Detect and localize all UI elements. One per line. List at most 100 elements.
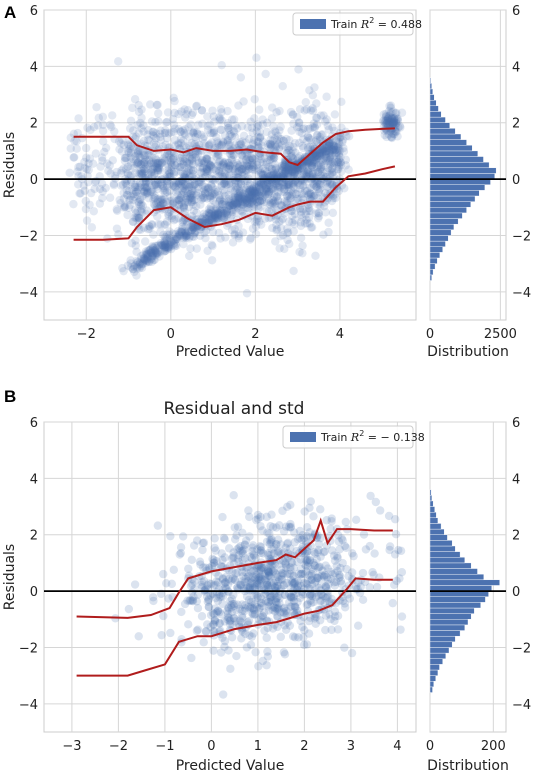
panel-b-scatter-point	[286, 602, 295, 611]
panel-b-scatter-point	[254, 662, 263, 671]
panel-a-scatter-point	[289, 188, 298, 197]
panel-a-scatter-point	[134, 129, 143, 138]
panel-a-scatter-point	[237, 150, 247, 160]
panel-a-scatter-point	[280, 184, 289, 194]
panel-a-scatter-point	[302, 186, 312, 196]
panel-a-scatter-point	[297, 175, 306, 185]
panel-b-hist-bar	[429, 489, 432, 496]
panel-a-scatter-point	[266, 198, 275, 207]
panel-a-scatter-point	[304, 124, 313, 134]
panel-a-scatter-point	[164, 129, 173, 138]
panel-a-scatter-point	[166, 158, 176, 168]
panel-b-scatter-point	[193, 625, 203, 634]
panel-a-scatter-point	[261, 184, 271, 194]
panel-a-scatter-point	[204, 183, 213, 193]
panel-a-scatter-point	[189, 224, 198, 233]
panel-a-scatter-point	[313, 184, 322, 194]
panel-a-scatter-point	[165, 192, 175, 201]
panel-a-scatter-point	[206, 161, 215, 170]
panel-b-scatter-point	[369, 570, 378, 580]
panel-b-xlabel: Predicted Value	[176, 758, 285, 774]
panel-b-scatter-point	[347, 648, 357, 658]
panel-b-scatter-point	[326, 524, 335, 534]
panel-a-scatter-point	[169, 153, 178, 163]
panel-a-scatter-point	[225, 201, 234, 210]
panel-a-scatter-point	[152, 250, 162, 259]
panel-a-scatter-point	[249, 202, 258, 211]
panel-a-scatter-point	[236, 192, 246, 202]
panel-b-scatter-point	[389, 580, 399, 590]
panel-a-scatter-point	[125, 135, 134, 145]
panel-a-scatter-point	[235, 198, 245, 207]
panel-a-scatter-point	[323, 144, 333, 153]
panel-a-scatter-point	[310, 123, 319, 133]
panel-a-scatter-point	[160, 194, 169, 204]
panel-a-scatter-point	[136, 201, 146, 210]
panel-a-scatter-point	[140, 160, 150, 169]
panel-a-scatter-point	[142, 190, 151, 199]
panel-a-scatter-point	[255, 191, 265, 200]
panel-a-scatter-point	[150, 255, 159, 265]
panel-a-scatter-point	[150, 180, 159, 190]
panel-a-scatter-point	[204, 217, 213, 226]
panel-a-hist-bar	[429, 274, 432, 281]
panel-a-scatter-point	[185, 157, 194, 166]
panel-a-scatter-point	[122, 181, 131, 190]
panel-a-scatter-point	[89, 207, 98, 216]
panel-a-scatter-point	[249, 193, 258, 203]
panel-a-scatter-point	[236, 140, 245, 149]
panel-a-scatter-point	[337, 97, 346, 107]
panel-b-hist-bar	[429, 523, 442, 530]
panel-a-scatter-point	[261, 183, 270, 193]
panel-a-scatter-point	[166, 236, 175, 245]
panel-a-scatter-point	[157, 158, 166, 168]
panel-a-scatter-point	[218, 214, 228, 224]
panel-a-scatter-point	[325, 141, 334, 151]
panel-b-hist-bar	[429, 681, 434, 688]
panel-b-scatter-point	[356, 582, 365, 591]
panel-a-scatter-point	[164, 167, 174, 176]
panel-a-scatter-point	[188, 232, 197, 241]
panel-a-scatter-point	[148, 242, 157, 251]
panel-a-scatter-point	[269, 197, 278, 206]
panel-a-scatter-point	[210, 214, 220, 223]
panel-a-scatter-point	[267, 206, 276, 215]
panel-a-scatter-point	[278, 214, 288, 223]
panel-a-scatter-point	[232, 200, 241, 209]
panel-a-scatter-point	[204, 204, 214, 214]
panel-a-scatter-point	[165, 207, 174, 217]
panel-b-hist-xtick-label: 0	[426, 739, 434, 754]
panel-a-scatter-point	[248, 224, 258, 233]
panel-b-scatter-point	[279, 527, 289, 536]
panel-b-title: Residual and std	[164, 399, 305, 419]
panel-a-scatter-point	[200, 185, 209, 194]
panel-a-scatter-point	[330, 142, 340, 151]
panel-b-ylabel: Residuals	[2, 544, 18, 610]
panel-a-scatter-point	[296, 207, 306, 216]
panel-a-scatter-point	[220, 211, 229, 220]
panel-a-scatter-point	[213, 139, 222, 148]
panel-a-scatter-point	[205, 209, 214, 219]
panel-a-scatter-point	[284, 165, 293, 174]
panel-a-scatter-point	[254, 143, 263, 152]
panel-a-scatter-point	[252, 160, 262, 170]
panel-a-scatter-point	[172, 234, 182, 243]
panel-a-scatter-point	[268, 182, 278, 191]
panel-a-scatter-point	[177, 152, 187, 162]
panel-a-scatter-point	[151, 241, 160, 251]
panel-a-scatter-point	[221, 208, 231, 218]
panel-a-upper-std-line	[73, 127, 395, 167]
panel-a-scatter-point	[267, 103, 277, 112]
panel-a-scatter-point	[291, 184, 300, 193]
panel-a-scatter-point	[249, 181, 259, 191]
panel-a-scatter-point	[246, 117, 255, 126]
panel-a-scatter-point	[161, 126, 170, 135]
panel-a-scatter-point	[306, 223, 316, 232]
panel-a-scatter-point	[253, 201, 263, 210]
panel-a-scatter-point	[382, 111, 391, 121]
panel-a-scatter-point	[309, 191, 319, 201]
panel-a-scatter-point	[176, 156, 185, 166]
panel-a-scatter-point	[248, 188, 257, 197]
panel-a-scatter-point	[218, 157, 227, 166]
panel-a-scatter-point	[390, 130, 399, 139]
